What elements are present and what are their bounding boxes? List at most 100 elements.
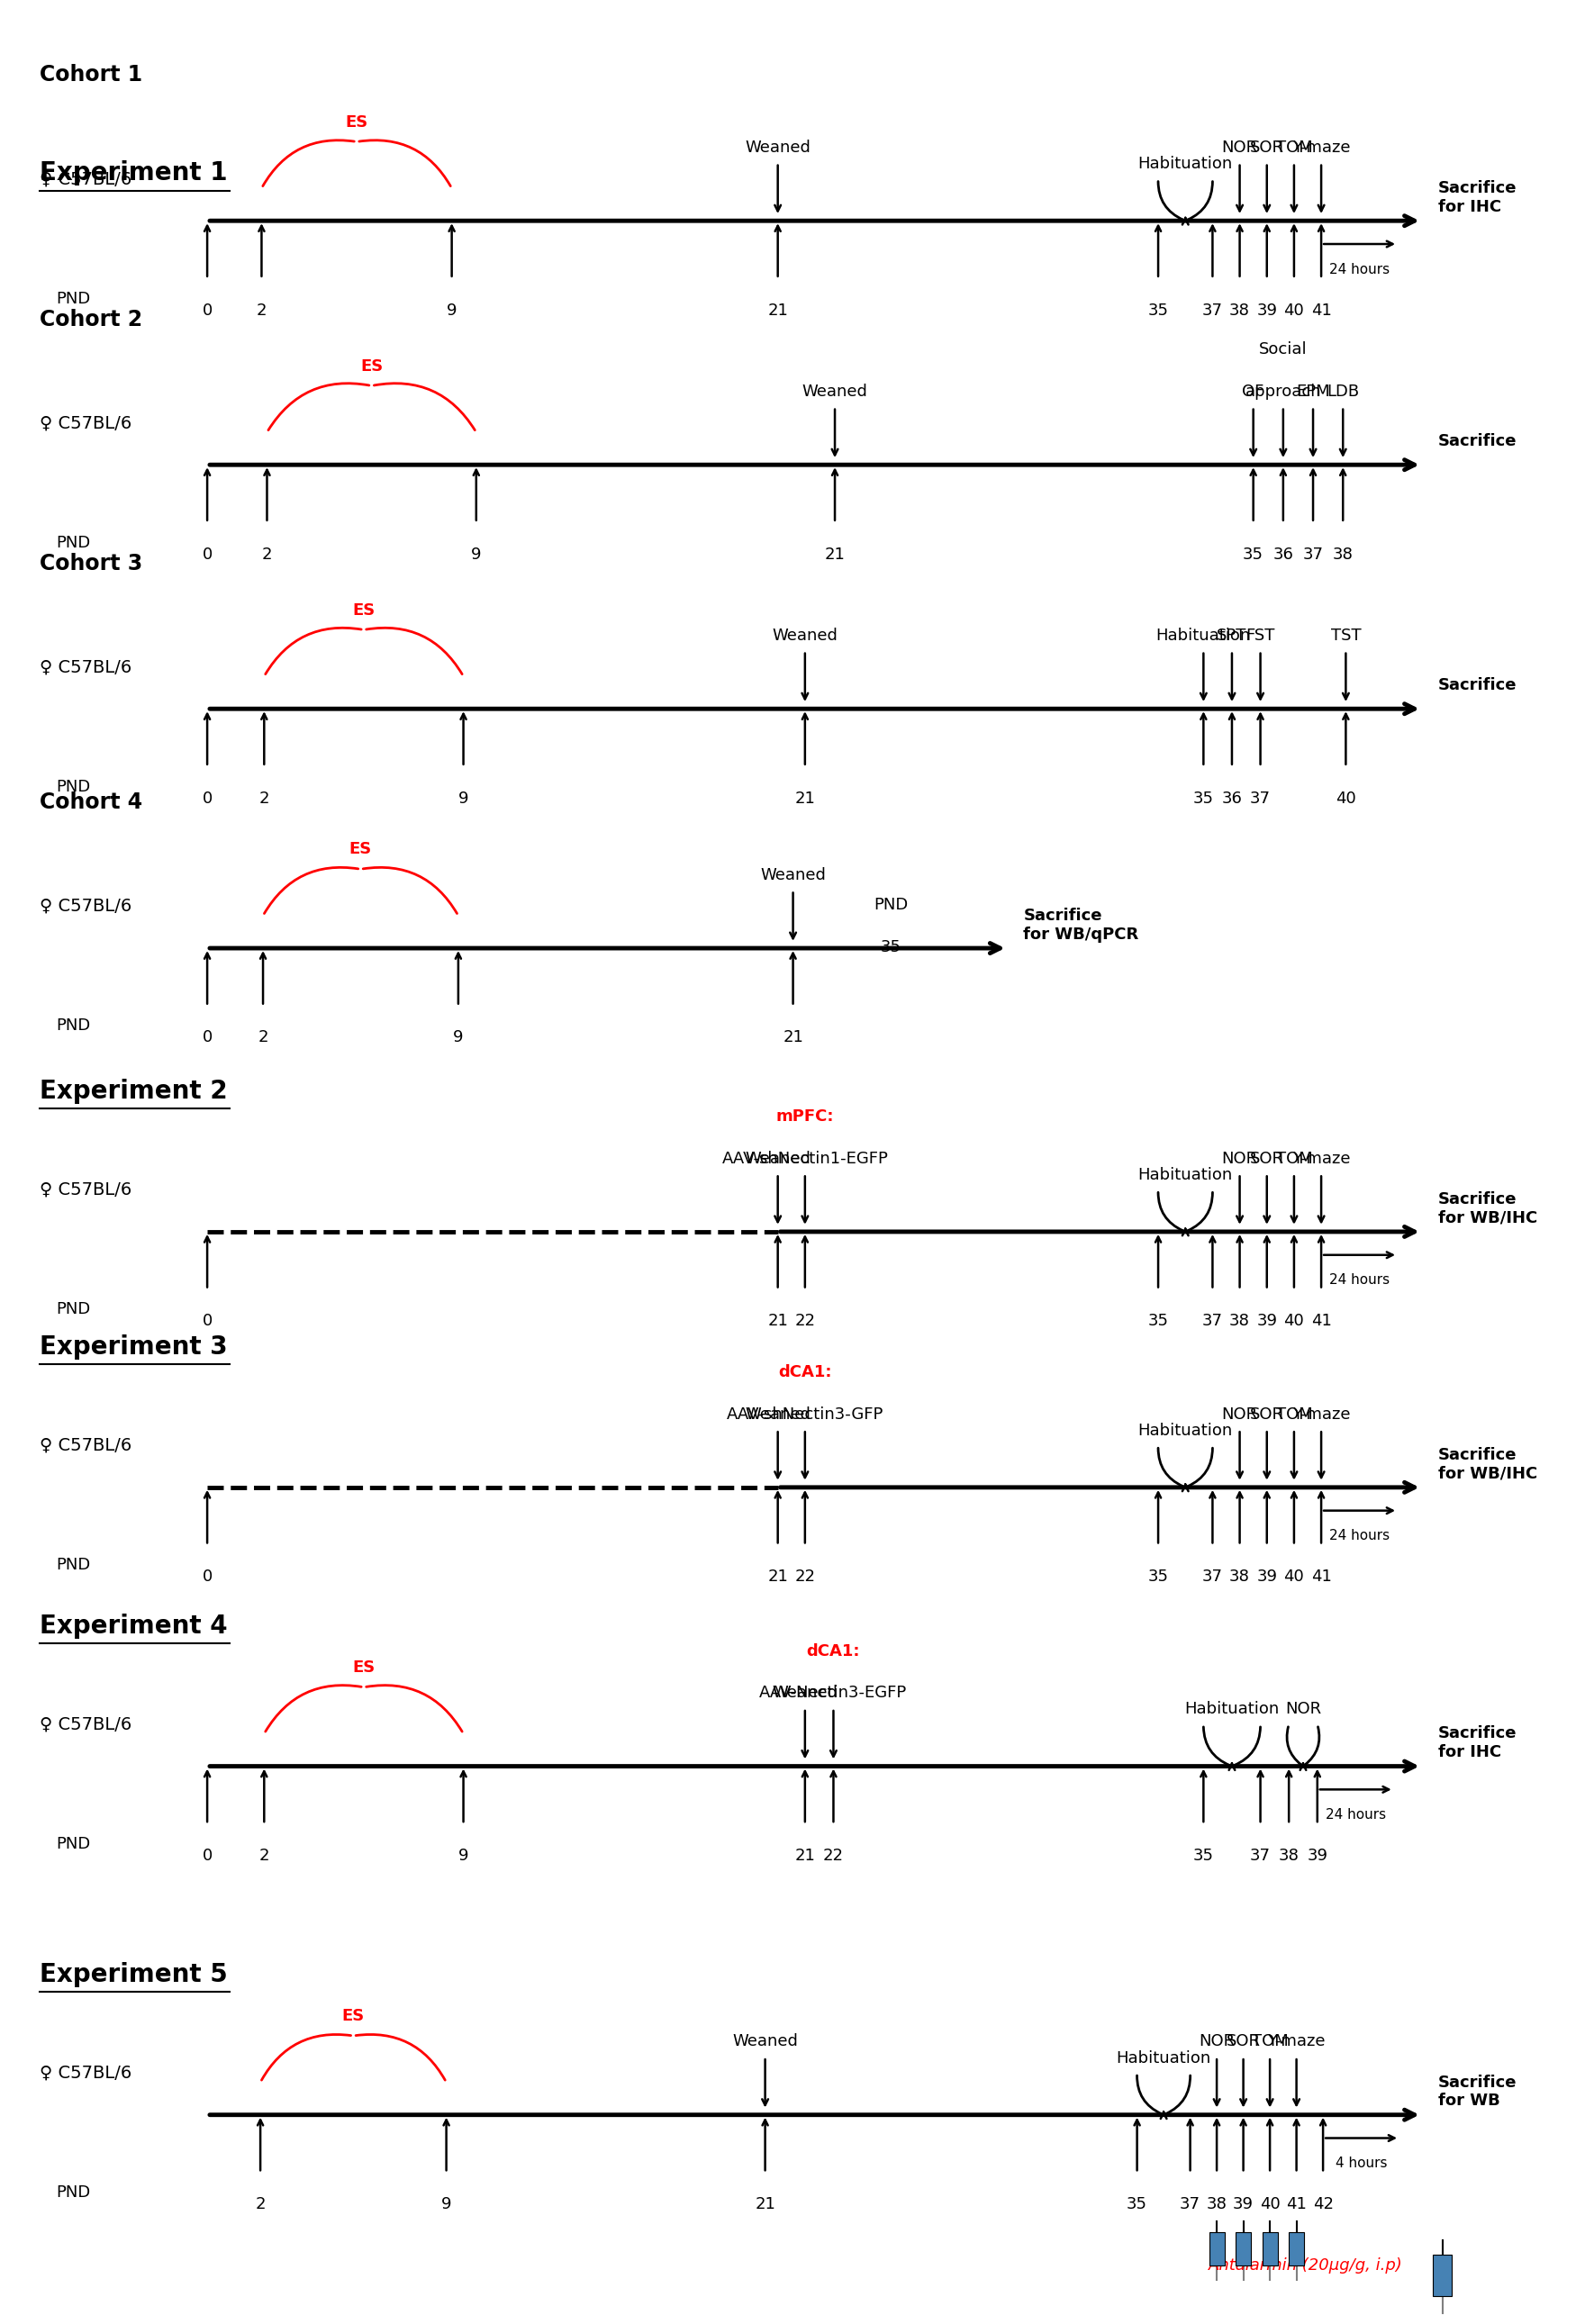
Text: ES: ES (352, 1659, 375, 1676)
Text: 21: 21 (767, 302, 787, 318)
Text: Weaned: Weaned (744, 139, 811, 156)
Text: 40: 40 (1283, 302, 1304, 318)
Text: Sacrifice: Sacrifice (1438, 679, 1516, 693)
Text: Sacrifice
for WB/qPCR: Sacrifice for WB/qPCR (1023, 906, 1138, 944)
Text: SOR: SOR (1226, 2033, 1261, 2050)
Text: NOR: NOR (1221, 1406, 1258, 1422)
Text: TOM: TOM (1251, 2033, 1288, 2050)
Text: NOR: NOR (1285, 1701, 1321, 1717)
Text: PND: PND (874, 897, 909, 913)
Text: 37: 37 (1202, 1569, 1223, 1585)
Text: Experiment 1: Experiment 1 (40, 160, 228, 186)
Text: OF: OF (1242, 383, 1264, 400)
Text: Weaned: Weaned (732, 2033, 799, 2050)
Text: Habituation: Habituation (1116, 2050, 1211, 2066)
Text: 0: 0 (202, 1848, 212, 1864)
Text: Weaned: Weaned (760, 867, 826, 883)
Text: Habituation: Habituation (1184, 1701, 1280, 1717)
Text: SOR: SOR (1250, 1406, 1285, 1422)
Text: 21: 21 (824, 546, 845, 562)
Text: EPM: EPM (1296, 383, 1329, 400)
Text: Cohort 2: Cohort 2 (40, 309, 142, 330)
Text: AAV-Nectin3-EGFP: AAV-Nectin3-EGFP (759, 1685, 907, 1701)
Text: 24 hours: 24 hours (1329, 1274, 1390, 1287)
Text: PND: PND (56, 1836, 91, 1852)
Text: 37: 37 (1250, 1848, 1270, 1864)
Text: PND: PND (56, 535, 91, 551)
Text: AAV-shNectin3-GFP: AAV-shNectin3-GFP (727, 1406, 883, 1422)
Text: TOM: TOM (1275, 139, 1312, 156)
Text: 2: 2 (258, 1848, 269, 1864)
Text: Sacrifice
for WB/IHC: Sacrifice for WB/IHC (1438, 1190, 1537, 1227)
Text: 21: 21 (767, 1313, 787, 1329)
Text: Habituation: Habituation (1138, 1422, 1232, 1439)
Text: Sacrifice
for IHC: Sacrifice for IHC (1438, 1724, 1516, 1762)
Text: 35: 35 (1194, 790, 1213, 806)
Text: ES: ES (343, 2008, 365, 2024)
Text: 24 hours: 24 hours (1329, 263, 1390, 277)
Text: 2: 2 (261, 546, 273, 562)
Text: 38: 38 (1229, 1313, 1250, 1329)
Text: PND: PND (56, 1557, 91, 1573)
Text: 0: 0 (202, 790, 212, 806)
Text: 9: 9 (457, 1848, 469, 1864)
Text: ♀ C57BL/6: ♀ C57BL/6 (40, 170, 132, 188)
Polygon shape (1262, 2233, 1277, 2266)
Text: 2: 2 (257, 302, 266, 318)
Text: 9: 9 (472, 546, 481, 562)
Text: NOR: NOR (1221, 1150, 1258, 1167)
Text: Cohort 4: Cohort 4 (40, 792, 142, 813)
Text: 35: 35 (1243, 546, 1264, 562)
Text: 39: 39 (1256, 1569, 1277, 1585)
Text: 42: 42 (1313, 2196, 1333, 2212)
Text: Weaned: Weaned (802, 383, 867, 400)
Text: 21: 21 (783, 1030, 803, 1046)
Text: 39: 39 (1307, 1848, 1328, 1864)
Text: 4 hours: 4 hours (1336, 2157, 1387, 2171)
Text: 22: 22 (795, 1313, 815, 1329)
Text: 35: 35 (1194, 1848, 1213, 1864)
Text: 24 hours: 24 hours (1325, 1808, 1385, 1822)
Text: 35: 35 (880, 939, 901, 955)
Text: 38: 38 (1207, 2196, 1227, 2212)
Text: 35: 35 (1148, 1313, 1168, 1329)
Text: ♀ C57BL/6: ♀ C57BL/6 (40, 1181, 132, 1199)
Text: 0: 0 (202, 1313, 212, 1329)
Polygon shape (1433, 2254, 1452, 2296)
Text: 21: 21 (795, 1848, 815, 1864)
Text: 9: 9 (457, 790, 469, 806)
Text: Weaned: Weaned (744, 1150, 811, 1167)
Text: ♀ C57BL/6: ♀ C57BL/6 (40, 1715, 132, 1734)
Text: 37: 37 (1202, 302, 1223, 318)
Text: ♀ C57BL/6: ♀ C57BL/6 (40, 1436, 132, 1455)
Text: approach: approach (1245, 383, 1321, 400)
Text: Weaned: Weaned (771, 1685, 838, 1701)
Text: 0: 0 (202, 302, 212, 318)
Text: Habituation: Habituation (1138, 156, 1232, 172)
Text: Experiment 4: Experiment 4 (40, 1613, 228, 1638)
Text: Weaned: Weaned (744, 1406, 811, 1422)
Text: SOR: SOR (1250, 1150, 1285, 1167)
Text: 21: 21 (756, 2196, 775, 2212)
Text: 38: 38 (1229, 302, 1250, 318)
Text: 41: 41 (1310, 1313, 1331, 1329)
Text: 0: 0 (202, 1569, 212, 1585)
Text: 36: 36 (1274, 546, 1293, 562)
Text: Cohort 3: Cohort 3 (40, 553, 143, 574)
Text: 38: 38 (1229, 1569, 1250, 1585)
Text: 0: 0 (202, 1030, 212, 1046)
Text: 39: 39 (1256, 1313, 1277, 1329)
Text: ♀ C57BL/6: ♀ C57BL/6 (40, 897, 132, 916)
Text: mPFC:: mPFC: (776, 1109, 834, 1125)
Text: PND: PND (56, 1018, 91, 1034)
Text: ♀ C57BL/6: ♀ C57BL/6 (40, 658, 132, 676)
Text: ES: ES (352, 602, 375, 618)
Text: 39: 39 (1256, 302, 1277, 318)
Text: ES: ES (349, 841, 371, 858)
Text: Sacrifice: Sacrifice (1438, 435, 1516, 449)
Text: 38: 38 (1278, 1848, 1299, 1864)
Text: Antalarmin (20μg/g, i.p): Antalarmin (20μg/g, i.p) (1208, 2259, 1403, 2273)
Text: 35: 35 (1148, 302, 1168, 318)
Text: 24 hours: 24 hours (1329, 1529, 1390, 1543)
Text: 40: 40 (1283, 1569, 1304, 1585)
